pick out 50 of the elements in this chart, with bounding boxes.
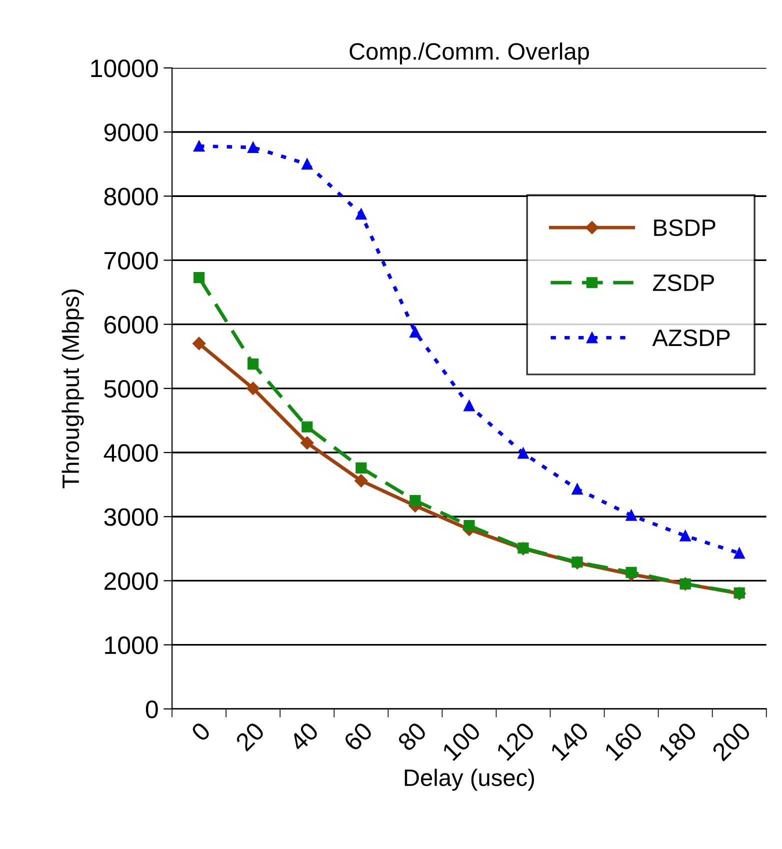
point bbox=[680, 530, 691, 542]
x-tick-label: 200 bbox=[711, 721, 752, 762]
y-tick-label: 2000 bbox=[104, 572, 158, 590]
x-tick-label: 80 bbox=[396, 721, 428, 752]
x-tick-label: 160 bbox=[604, 721, 644, 762]
y-tick-label: 6000 bbox=[104, 316, 158, 334]
x-axis-title: Delay (usec) bbox=[404, 768, 534, 791]
point bbox=[194, 140, 205, 152]
x-tick-label: 100 bbox=[442, 721, 482, 762]
legend-label: BSDP bbox=[654, 219, 716, 236]
y-tick-label: 7000 bbox=[104, 252, 158, 270]
point bbox=[626, 510, 637, 521]
point bbox=[302, 421, 313, 432]
x-tick-label: 0 bbox=[190, 721, 212, 742]
point bbox=[572, 484, 583, 495]
point bbox=[356, 462, 367, 474]
point bbox=[194, 272, 205, 284]
y-tick-label: 1000 bbox=[105, 636, 158, 654]
point bbox=[410, 495, 421, 506]
point bbox=[248, 358, 259, 370]
y-tick-label: 5000 bbox=[104, 380, 158, 398]
legend-label: AZSDP bbox=[652, 329, 730, 346]
y-tick-label: 4000 bbox=[104, 444, 158, 462]
y-tick-label: 8000 bbox=[104, 188, 158, 206]
y-tick-label: 3000 bbox=[104, 508, 158, 526]
point bbox=[300, 436, 314, 450]
point bbox=[302, 158, 313, 170]
x-tick-label: 20 bbox=[234, 721, 266, 752]
point bbox=[464, 400, 475, 412]
x-tick-label: 40 bbox=[288, 721, 320, 752]
point bbox=[248, 142, 259, 153]
point bbox=[246, 382, 260, 396]
point bbox=[192, 336, 206, 350]
x-tick-label: 140 bbox=[550, 721, 590, 762]
x-tick-label: 120 bbox=[496, 721, 536, 762]
y-tick-label: 0 bbox=[146, 700, 158, 718]
point bbox=[734, 548, 745, 559]
chart-title: Comp./Comm. Overlap bbox=[350, 42, 589, 64]
point bbox=[464, 520, 475, 532]
legend-label: ZSDP bbox=[652, 274, 714, 292]
x-tick-label: 180 bbox=[658, 721, 698, 762]
point bbox=[354, 474, 368, 488]
y-tick-label: 10000 bbox=[91, 60, 158, 78]
x-tick-label: 60 bbox=[342, 721, 374, 752]
point bbox=[518, 448, 529, 459]
y-tick-label: 9000 bbox=[104, 124, 158, 142]
point bbox=[626, 566, 637, 578]
point bbox=[356, 208, 367, 220]
y-axis-title: Throughput (Mbps) bbox=[62, 289, 84, 488]
point bbox=[410, 326, 421, 338]
